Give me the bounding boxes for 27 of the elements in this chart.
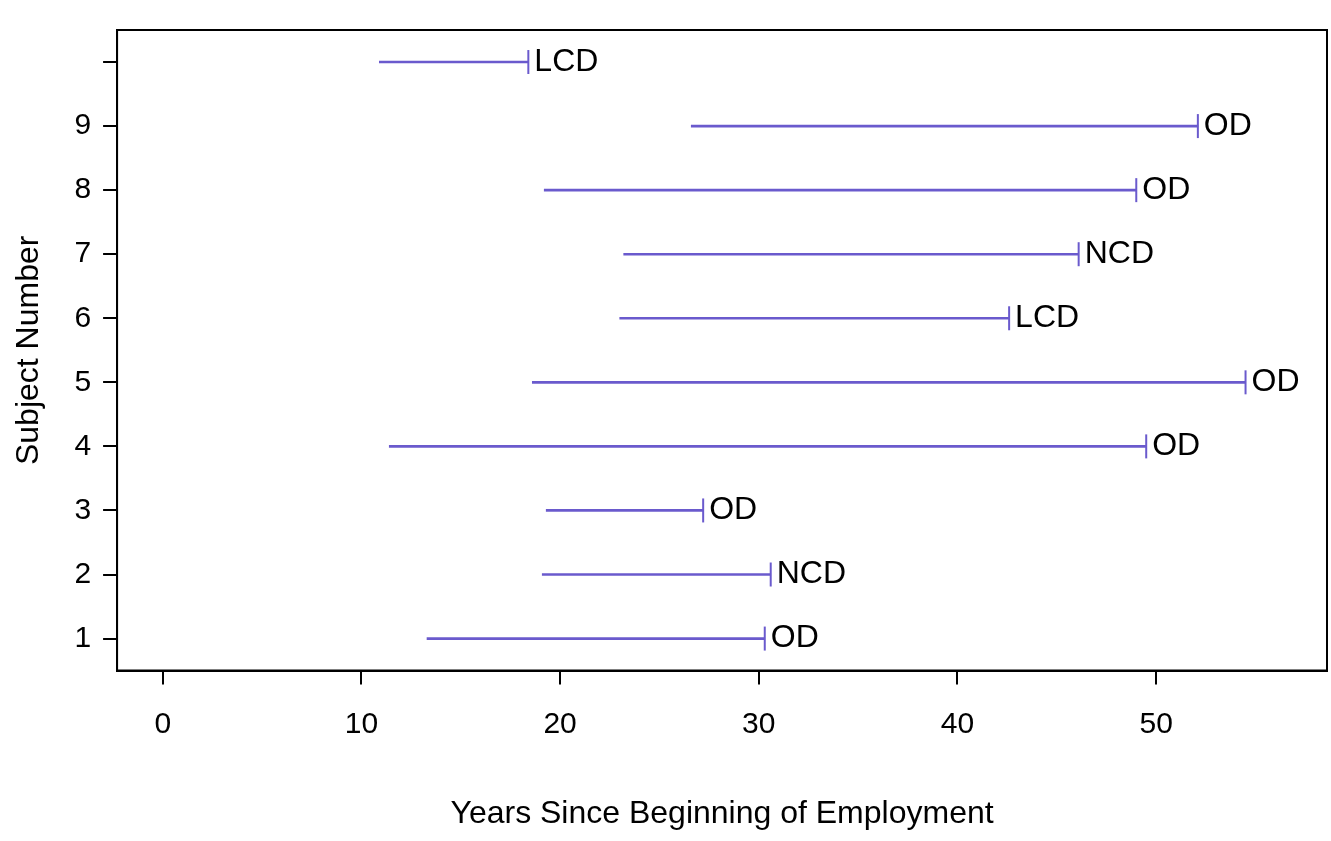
data-label: OD [1203,105,1252,142]
data-label: OD [1152,426,1201,463]
y-tick-label: 5 [74,363,92,397]
y-tick-label: 9 [74,107,92,141]
y-tick-label: 2 [74,555,92,589]
y-tick-label: 6 [74,299,92,333]
data-label: NCD [1084,234,1154,271]
data-label: OD [1251,362,1300,399]
x-tick-label: 30 [742,705,776,739]
data-label: LCD [1015,298,1080,335]
x-axis-title: Years Since Beginning of Employment [450,793,994,830]
data-label: OD [1142,169,1191,206]
x-tick-label: 10 [344,705,379,739]
y-tick-label: 1 [74,619,92,653]
y-tick-label: 4 [74,427,92,461]
x-tick-label: 20 [543,705,577,739]
data-label: LCD [534,41,599,78]
data-label: OD [709,490,758,527]
y-axis-title: Subject Number [9,235,46,466]
x-tick-label: 40 [940,705,975,739]
y-tick-label: 3 [74,491,92,525]
data-label: NCD [776,554,847,591]
data-label: OD [770,618,819,655]
x-tick-label: 50 [1139,705,1173,739]
y-tick-label: 7 [74,235,92,269]
y-tick-label: 8 [74,171,92,205]
x-tick-label: 0 [154,705,172,739]
